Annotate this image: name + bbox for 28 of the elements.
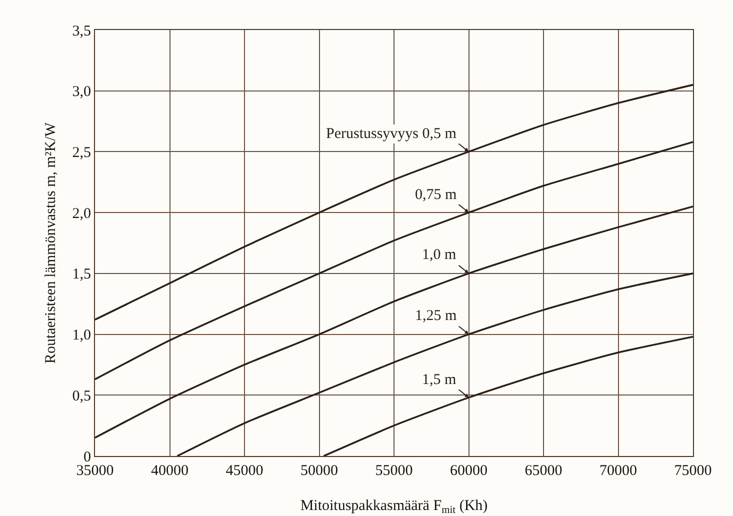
series-label: 1,5 m	[422, 372, 456, 388]
y-tick-label: 1,0	[72, 328, 91, 344]
x-tick-label: 45000	[226, 463, 264, 479]
x-tick-label: 70000	[600, 463, 637, 479]
series-label: 0,75 m	[415, 187, 457, 203]
x-tick-label: 55000	[375, 463, 413, 479]
x-tick-label: 75000	[674, 463, 712, 479]
series-label: Perustussyvyys 0,5 m	[326, 126, 457, 142]
x-tick-label: 65000	[524, 463, 562, 479]
x-tick-label: 40000	[151, 463, 188, 479]
x-tick-label: 35000	[76, 463, 114, 479]
y-axis-title: Routaeristeen lämmönvastus m, m²K/W	[43, 122, 59, 364]
y-tick-label: 3,5	[72, 23, 91, 40]
x-tick-label: 50000	[300, 463, 338, 479]
line-series	[95, 206, 693, 439]
y-tick-label: 3,0	[72, 84, 91, 100]
series-label: 1,25 m	[415, 308, 457, 324]
series-label: 1,0 m	[422, 247, 456, 263]
y-tick-label: 2,5	[72, 144, 91, 161]
y-tick-label: 2,0	[72, 206, 91, 222]
y-tick-label: 0,5	[72, 388, 91, 404]
y-tick-label: 1,5	[72, 266, 91, 283]
y-tick-label: 0	[84, 449, 91, 466]
line-series	[95, 84, 693, 321]
line-series	[322, 336, 693, 456]
x-tick-label: 60000	[450, 463, 488, 479]
line-series	[176, 272, 693, 456]
x-axis-title: Mitoituspakkasmäärä F$_{mit}$ (Kh)	[300, 498, 488, 516]
